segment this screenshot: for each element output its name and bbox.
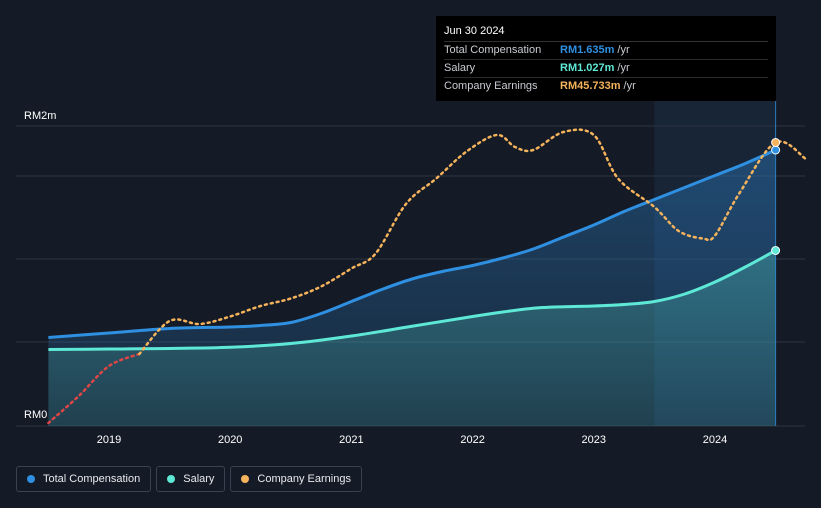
tooltip: Jun 30 2024 Total Compensation RM1.635m/y…	[436, 16, 776, 101]
legend-dot-icon	[27, 475, 35, 483]
tooltip-label: Salary	[444, 62, 476, 74]
legend-dot-icon	[241, 475, 250, 483]
tooltip-unit: /yr	[617, 62, 630, 74]
x-tick-label-2019: 2019	[97, 434, 121, 446]
legend-dot-icon	[167, 475, 176, 483]
legend: Total Compensation Salary Company Earnin…	[16, 466, 362, 492]
company-earnings-line-early	[47, 352, 141, 425]
tooltip-row-salary: Salary RM1.027m/yr	[444, 60, 768, 78]
salary-marker	[771, 246, 781, 255]
tooltip-value: RM1.635m	[560, 44, 615, 56]
company-earnings-line	[138, 128, 808, 356]
salary-line	[48, 249, 777, 351]
y-tick-label-zero: RM0	[24, 409, 47, 421]
total-compensation-marker	[771, 145, 781, 155]
salary-area	[48, 250, 776, 426]
y-tick-label-max: RM2m	[24, 110, 56, 122]
x-tick-label-2022: 2022	[460, 434, 484, 446]
legend-label: Total Compensation	[43, 473, 141, 485]
legend-item-salary[interactable]: Salary	[156, 466, 226, 492]
tooltip-row-company-earnings: Company Earnings RM45.733m/yr	[444, 78, 768, 95]
x-axis: 2019 2020 2021 2022 2023 2024	[97, 434, 727, 446]
tooltip-unit: /yr	[617, 44, 630, 56]
x-tick-label-2021: 2021	[339, 434, 363, 446]
legend-item-total-compensation[interactable]: Total Compensation	[16, 466, 152, 492]
tooltip-unit: /yr	[623, 80, 636, 92]
tooltip-label: Total Compensation	[444, 44, 542, 56]
x-tick-label-2020: 2020	[218, 434, 242, 446]
series-areas	[48, 150, 776, 426]
total-compensation-line	[48, 148, 777, 339]
x-tick-label-2024: 2024	[703, 434, 727, 446]
tooltip-row-total-compensation: Total Compensation RM1.635m/yr	[444, 42, 768, 60]
legend-label: Salary	[183, 473, 215, 485]
tooltip-label: Company Earnings	[444, 80, 538, 92]
hover-markers	[771, 138, 781, 255]
company-earnings-marker	[771, 138, 781, 147]
series-lines	[47, 128, 808, 425]
y-axis: RM2m RM0	[24, 110, 56, 421]
tooltip-value: RM45.733m	[560, 80, 621, 92]
legend-item-company-earnings[interactable]: Company Earnings	[230, 466, 362, 492]
tooltip-date: Jun 30 2024	[444, 22, 768, 42]
legend-label: Company Earnings	[257, 473, 351, 485]
x-tick-label-2023: 2023	[582, 434, 606, 446]
tooltip-value: RM1.027m	[560, 62, 615, 74]
